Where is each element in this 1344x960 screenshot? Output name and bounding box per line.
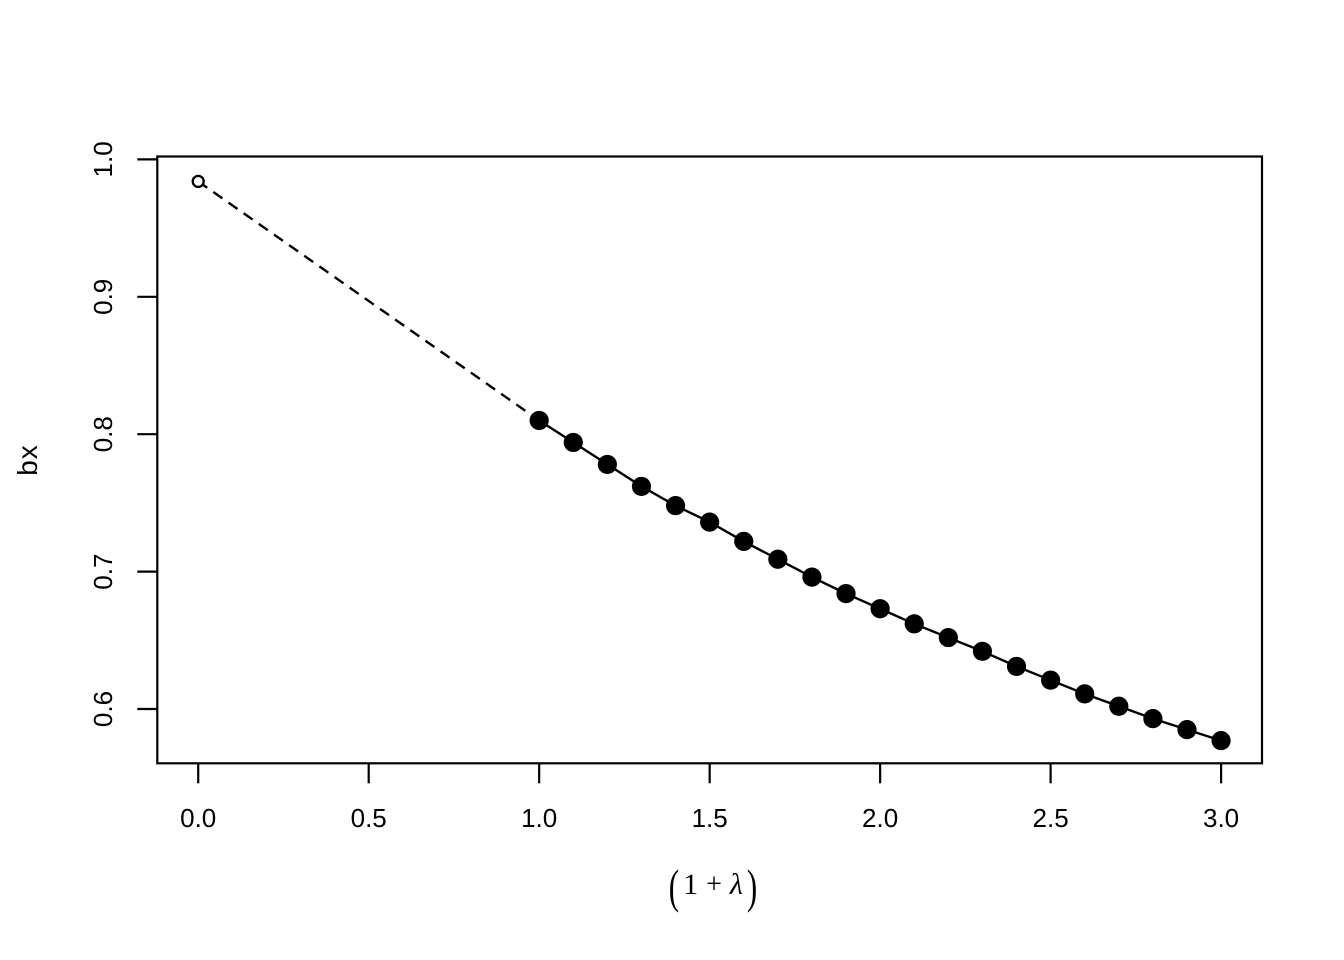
data-point-filled xyxy=(1143,709,1163,729)
y-axis-tick-label: 0.9 xyxy=(88,279,118,315)
data-point-filled xyxy=(938,627,958,648)
data-point-filled xyxy=(836,583,856,604)
x-axis-label-lambda-symbol: λ xyxy=(729,868,743,901)
data-point-filled xyxy=(597,454,617,475)
data-point-filled xyxy=(631,476,652,497)
data-point-filled xyxy=(1211,731,1231,751)
data-point-filled xyxy=(1041,670,1061,690)
data-point-filled xyxy=(700,512,720,532)
x-axis-label-term: 1 xyxy=(683,868,699,901)
x-axis-label-close-paren: ) xyxy=(746,859,758,913)
x-axis-tick-label: 1.5 xyxy=(692,803,728,833)
data-point-open xyxy=(191,174,205,189)
bx-vs-lambda-curve-line xyxy=(538,419,1222,742)
x-axis-tick-label: 2.5 xyxy=(1033,803,1069,833)
y-axis-tick-label: 0.6 xyxy=(88,691,118,727)
y-axis-tick-label: 1.0 xyxy=(88,141,118,177)
data-point-filled xyxy=(768,549,788,569)
y-axis-tick-label: 0.7 xyxy=(88,554,118,590)
y-axis-tick-label: 0.8 xyxy=(88,416,118,452)
y-axis-label: bx xyxy=(12,444,43,476)
data-point-filled xyxy=(563,432,583,453)
x-axis-tick-label: 2.0 xyxy=(862,803,898,833)
data-point-filled xyxy=(802,567,822,587)
data-point-filled xyxy=(1177,720,1197,740)
data-point-filled xyxy=(665,496,686,516)
x-axis-tick-label: 3.0 xyxy=(1203,803,1239,833)
data-point-filled xyxy=(904,614,924,634)
data-point-filled xyxy=(529,410,549,431)
x-axis-tick-label: 0.0 xyxy=(180,803,216,833)
x-axis-tick-label: 1.0 xyxy=(521,803,557,833)
data-point-filled xyxy=(1075,684,1095,704)
dashed-extrapolation-segment-line xyxy=(197,180,540,422)
data-point-filled xyxy=(1109,696,1129,716)
x-axis-tick-label: 0.5 xyxy=(351,803,387,833)
data-point-filled xyxy=(870,599,890,619)
data-point-filled xyxy=(1006,656,1027,677)
data-point-filled xyxy=(972,641,993,661)
x-axis-label-open-paren: ( xyxy=(668,859,680,913)
data-point-filled xyxy=(734,531,754,551)
x-axis-label-plus-operator: + xyxy=(706,869,722,900)
x-axis-label: ( 1 + λ ) xyxy=(669,862,757,909)
plot-box xyxy=(156,155,1264,765)
